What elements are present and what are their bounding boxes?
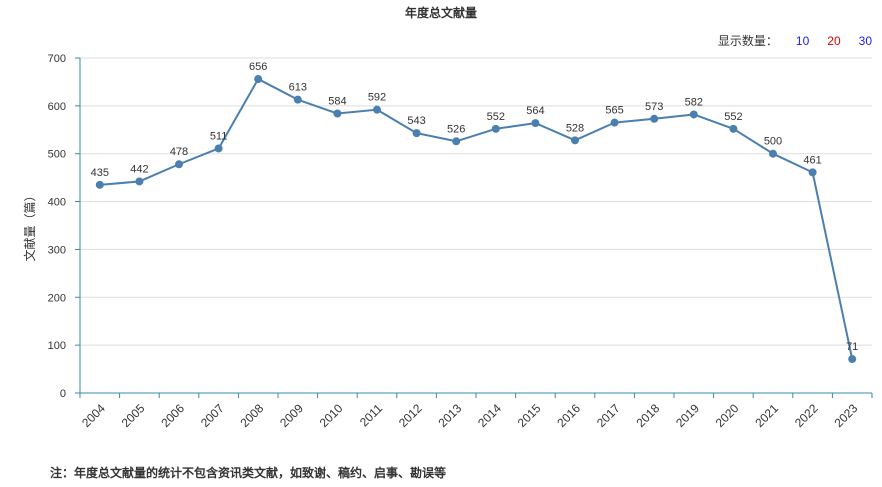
data-label: 543 xyxy=(407,115,425,127)
x-tick-label: 2017 xyxy=(594,401,623,430)
data-label: 613 xyxy=(289,82,307,94)
data-point xyxy=(650,114,659,123)
data-label: 528 xyxy=(566,122,584,134)
data-label: 552 xyxy=(724,111,742,123)
data-point xyxy=(254,75,263,84)
data-label: 552 xyxy=(487,111,505,123)
x-tick-label: 2010 xyxy=(317,401,346,430)
data-label: 500 xyxy=(764,136,782,148)
y-tick-label: 300 xyxy=(48,244,66,256)
data-point xyxy=(571,136,579,145)
y-tick-label: 100 xyxy=(48,340,66,352)
data-label: 442 xyxy=(130,163,148,175)
x-tick-label: 2012 xyxy=(396,401,425,430)
y-tick-label: 200 xyxy=(48,292,66,304)
data-label: 511 xyxy=(210,130,228,142)
data-point xyxy=(373,105,381,114)
y-tick-label: 400 xyxy=(48,197,66,209)
y-tick-label: 0 xyxy=(60,388,66,400)
y-tick-label: 600 xyxy=(48,101,66,113)
x-tick-label: 2020 xyxy=(713,401,742,430)
data-point xyxy=(412,129,421,138)
data-label: 592 xyxy=(368,92,386,104)
data-label: 478 xyxy=(170,146,188,158)
data-point xyxy=(610,118,619,127)
x-tick-label: 2016 xyxy=(554,401,583,430)
data-point xyxy=(531,119,540,128)
display-count-selector: 显示数量： 10 20 30 xyxy=(718,32,872,49)
data-label: 435 xyxy=(91,167,109,179)
x-tick-label: 2022 xyxy=(792,401,821,430)
data-label: 656 xyxy=(249,61,267,73)
series-line xyxy=(99,78,854,360)
display-count-option-30[interactable]: 30 xyxy=(858,33,872,48)
data-label: 584 xyxy=(328,96,346,108)
x-tick-label: 2007 xyxy=(198,401,227,430)
x-tick-label: 2014 xyxy=(475,401,504,430)
x-tick-label: 2013 xyxy=(436,401,465,430)
x-tick-label: 2019 xyxy=(673,401,702,430)
chart-title: 年度总文献量 xyxy=(404,6,477,20)
data-label: 71 xyxy=(846,341,858,353)
display-count-option-20[interactable]: 20 xyxy=(827,33,841,48)
data-point xyxy=(848,355,857,364)
x-tick-label: 2011 xyxy=(357,401,385,429)
data-point xyxy=(333,109,342,118)
y-tick-label: 700 xyxy=(48,53,66,65)
x-tick-label: 2023 xyxy=(832,401,861,430)
display-count-label: 显示数量： xyxy=(717,34,778,48)
data-point xyxy=(293,95,302,104)
x-tick-label: 2004 xyxy=(79,401,108,430)
data-label: 565 xyxy=(605,105,623,117)
footnote: 注：年度总文献量的统计不包含资讯类文献，如致谢、稿约、启事、勘误等 xyxy=(50,466,447,480)
x-tick-label: 2018 xyxy=(634,401,663,430)
data-label: 573 xyxy=(645,101,663,113)
x-tick-label: 2015 xyxy=(515,401,544,430)
y-tick-label: 500 xyxy=(48,149,66,161)
x-tick-label: 2021 xyxy=(752,401,781,430)
data-point xyxy=(729,124,738,133)
data-label: 564 xyxy=(526,105,544,117)
data-point xyxy=(175,160,183,169)
x-tick-label: 2005 xyxy=(119,401,148,430)
data-point xyxy=(491,124,500,133)
data-label: 582 xyxy=(685,96,703,108)
data-point xyxy=(214,144,223,153)
x-tick-label: 2008 xyxy=(238,401,267,430)
display-count-option-10[interactable]: 10 xyxy=(795,33,810,48)
data-point xyxy=(769,149,777,158)
data-label: 526 xyxy=(447,123,465,135)
data-label: 461 xyxy=(803,154,821,166)
data-point xyxy=(452,137,461,146)
data-point xyxy=(689,110,698,119)
data-point xyxy=(808,168,817,177)
x-tick-label: 2009 xyxy=(277,401,306,430)
x-tick-label: 2006 xyxy=(158,401,187,430)
y-axis-label: 文献量（篇） xyxy=(22,189,37,261)
data-point xyxy=(95,180,104,189)
data-point xyxy=(135,177,144,186)
